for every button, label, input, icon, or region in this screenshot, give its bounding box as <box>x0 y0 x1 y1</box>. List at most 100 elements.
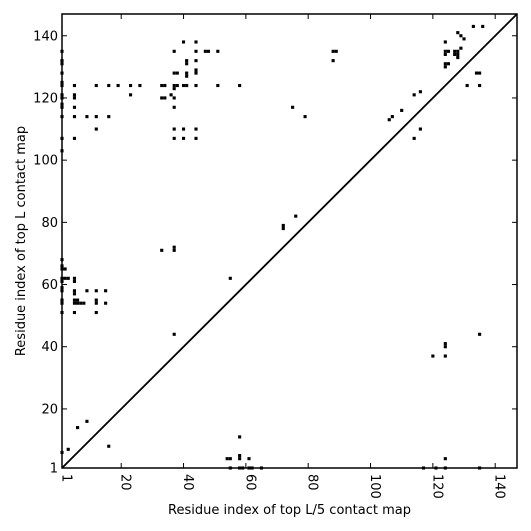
x-tick-label: 80 <box>305 474 320 491</box>
contact-mark-lower <box>72 276 77 280</box>
contact-mark-lower <box>443 466 447 470</box>
x-tick-label: 40 <box>180 474 195 491</box>
contact-mark-upper <box>185 59 189 63</box>
contact-mark-upper <box>172 87 176 91</box>
contact-mark-lower <box>79 301 83 305</box>
contact-mark-upper <box>412 136 416 140</box>
contact-mark-lower <box>60 301 64 305</box>
contact-mark-lower <box>172 245 176 249</box>
contact-mark-upper <box>443 49 447 53</box>
contact-mark-lower <box>281 223 285 228</box>
contact-mark-upper <box>418 127 422 131</box>
contact-mark-lower <box>478 332 482 336</box>
contact-mark-upper <box>60 49 64 53</box>
contact-mark-upper <box>194 127 198 131</box>
contact-mark-upper <box>456 55 460 60</box>
contact-mark-lower <box>72 292 77 296</box>
contact-mark-lower <box>281 227 285 231</box>
contact-mark-lower <box>94 310 98 315</box>
contact-mark-upper <box>107 83 111 88</box>
contact-mark-upper <box>85 115 89 119</box>
contact-mark-upper <box>60 80 64 84</box>
contact-mark-lower <box>434 466 438 470</box>
contact-mark-upper <box>185 83 189 88</box>
contact-mark-upper <box>94 83 98 88</box>
contact-mark-upper <box>172 83 176 88</box>
contact-mark-upper <box>216 49 220 53</box>
contact-mark-upper <box>72 115 77 119</box>
contact-mark-upper <box>194 40 198 44</box>
contact-mark-upper <box>194 71 198 75</box>
contact-mark-upper <box>60 93 64 97</box>
contact-mark-upper <box>481 24 485 28</box>
contact-marks <box>60 24 485 470</box>
x-tick-label: 1 <box>59 474 74 482</box>
contact-mark-upper <box>443 52 447 56</box>
contact-mark-upper <box>478 71 482 75</box>
contact-mark-lower <box>63 276 67 280</box>
contact-mark-upper <box>60 115 64 119</box>
x-axis-title: Residue index of top L/5 contact map <box>168 503 411 518</box>
contact-mark-lower <box>247 466 251 470</box>
contact-mark-upper <box>160 96 164 100</box>
contact-mark-lower <box>66 447 70 451</box>
contact-mark-upper <box>331 49 335 53</box>
contact-mark-lower <box>160 248 164 252</box>
x-tick-label: 140 <box>492 474 507 499</box>
contact-mark-lower <box>85 419 89 423</box>
y-tick-label: 20 <box>41 402 58 417</box>
contact-mark-lower <box>172 248 176 252</box>
contact-mark-upper <box>172 49 176 53</box>
contact-mark-upper <box>194 49 198 53</box>
contact-mark-upper <box>446 49 450 53</box>
contact-mark-upper <box>216 83 220 88</box>
contact-mark-upper <box>194 136 198 140</box>
contact-mark-upper <box>331 59 335 63</box>
contact-mark-lower <box>225 457 229 461</box>
x-tick-label: 20 <box>118 474 133 491</box>
x-axis-ticks: 1 20 40 60 80 100 120 140 <box>59 14 507 499</box>
contact-mark-lower <box>60 450 64 455</box>
contact-mark-upper <box>60 105 64 109</box>
contact-mark-upper <box>129 93 133 97</box>
contact-mark-lower <box>76 298 80 302</box>
contact-mark-lower <box>94 289 98 293</box>
contact-mark-lower <box>76 426 80 430</box>
contact-mark-lower <box>60 286 64 290</box>
contact-mark-upper <box>138 83 142 88</box>
contact-mark-upper <box>194 59 198 63</box>
contact-mark-upper <box>172 127 176 131</box>
contact-mark-lower <box>478 466 482 470</box>
contact-mark-upper <box>60 149 64 153</box>
contact-mark-lower <box>443 342 447 346</box>
contact-mark-lower <box>72 289 77 293</box>
contact-mark-lower <box>60 258 64 262</box>
y-tick-label: 40 <box>41 340 58 355</box>
contact-mark-upper <box>478 83 482 88</box>
y-tick-label: 60 <box>41 278 58 293</box>
contact-mark-upper <box>465 83 469 88</box>
contact-mark-upper <box>185 71 189 75</box>
contact-mark-upper <box>453 49 457 53</box>
contact-mark-upper <box>175 83 179 88</box>
contact-mark-lower <box>72 298 77 302</box>
contact-mark-upper <box>459 46 463 50</box>
contact-mark-upper <box>172 136 176 140</box>
contact-mark-lower <box>238 457 242 461</box>
contact-mark-lower <box>259 466 264 470</box>
contact-mark-lower <box>94 298 98 302</box>
contact-mark-lower <box>443 345 447 349</box>
contact-mark-upper <box>203 49 207 53</box>
contact-mark-lower <box>238 466 242 470</box>
contact-mark-upper <box>334 49 338 53</box>
contact-mark-upper <box>72 96 77 100</box>
y-tick-label: 140 <box>33 29 58 44</box>
contact-mark-lower <box>228 466 232 470</box>
contact-mark-upper <box>194 68 198 72</box>
contact-mark-upper <box>175 71 179 75</box>
contact-mark-lower <box>60 289 64 293</box>
contact-mark-upper <box>412 93 416 97</box>
